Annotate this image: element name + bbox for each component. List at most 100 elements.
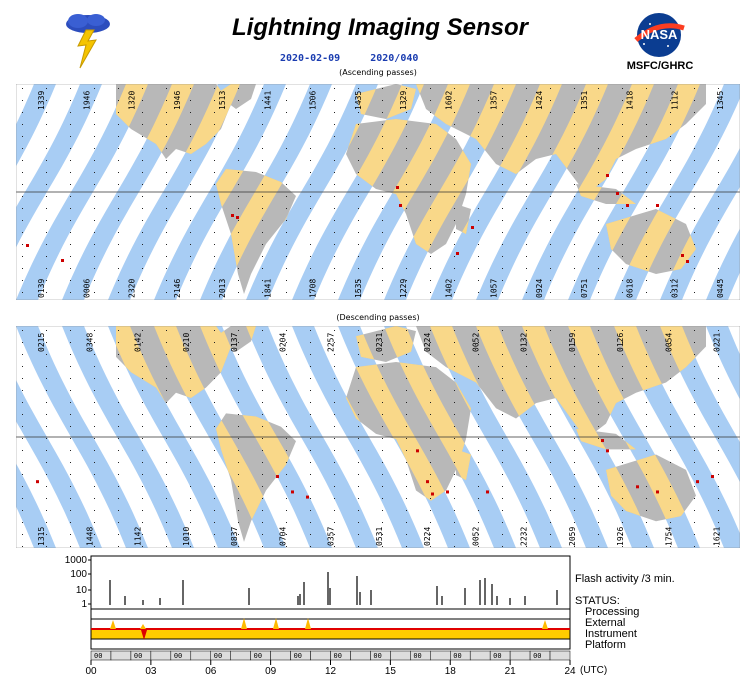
desc-flash-mark [306,495,309,499]
desc-top-time: 0054 [664,333,673,352]
desc-bottom-time: 0531 [375,527,384,546]
hour-label: 24 [564,666,576,677]
asc-top-time: 1351 [580,91,589,110]
asc-bottom-time: 0312 [671,279,680,298]
asc-bottom-time: 0006 [82,279,91,298]
asc-top-time: 1418 [625,91,634,110]
hour-cell [390,650,411,661]
org-label: MSFC/GHRC [626,60,694,72]
asc-bottom-time: 0445 [716,279,725,298]
status-processing-bar [90,608,571,620]
desc-swath [706,326,740,400]
desc-bottom-time: 1448 [85,527,94,546]
desc-bottom-time: 0357 [327,527,336,546]
status-instrument-bar [90,628,571,640]
desc-continent [216,326,256,352]
status-event-mark [141,630,147,640]
hour-cell [230,650,251,661]
hour-label: 18 [445,666,457,677]
desc-top-time: 0224 [423,333,432,352]
desc-flash-mark [426,480,429,484]
hour-label: 09 [265,666,277,677]
hour-cell [549,650,571,661]
desc-top-time: 0052 [471,333,480,352]
status-external-bar [90,618,571,630]
asc-flash-mark [26,244,29,247]
desc-top-time: 2257 [327,333,336,352]
hour-cell-label: 00 [214,652,222,660]
asc-flash-mark [396,186,399,189]
asc-flash-mark [456,252,459,255]
hour-cell [350,650,371,661]
asc-bottom-time: 0139 [37,279,46,298]
desc-top-time: 0210 [182,333,191,352]
ascending-map: 1339 1946 1320 1946 1513 1441 1506 1435 1329 1602… [15,83,741,301]
status-external: External [585,617,626,629]
desc-bottom-time: 0052 [471,527,480,546]
desc-top-time: 0126 [616,333,625,352]
status-event-mark [140,624,146,629]
asc-top-time: 1602 [444,91,453,110]
descending-map: 0215 0348 0142 0210 0137 0204 2257 0231 0224 0052… [15,325,741,549]
utc-label: (UTC) [580,665,608,676]
hour-cell-label: 00 [413,652,421,660]
asc-bottom-time: 0924 [535,279,544,298]
desc-bottom-time: 0837 [230,527,239,546]
hour-cell-label: 00 [533,652,541,660]
hour-label: 00 [85,666,97,677]
asc-top-time: 1329 [399,91,408,110]
asc-bottom-time: 1708 [309,279,318,298]
day-of-year-text: 2020/040 [370,53,419,64]
asc-flash-mark [686,260,689,263]
desc-top-time: 0348 [85,333,94,352]
desc-flash-mark [656,490,659,494]
asc-top-time: 1345 [716,91,725,110]
asc-top-time: 1435 [354,91,363,110]
hour-cell [469,650,491,661]
desc-top-time: 0204 [278,333,287,352]
desc-bottom-time: 0224 [423,527,432,546]
asc-top-time: 1339 [37,91,46,110]
hour-cell [509,650,531,661]
hour-cell-label: 00 [453,652,461,660]
desc-top-time: 0221 [713,333,722,352]
asc-top-time: 1513 [218,91,227,110]
hour-cell-label: 00 [134,652,142,660]
hour-cell-label: 00 [94,652,102,660]
desc-flash-mark [636,485,639,489]
hour-cell [190,650,212,661]
desc-bottom-time: 2059 [568,527,577,546]
desc-bottom-time: 1010 [182,527,191,546]
ascending-caption: (Ascending passes) [339,68,417,77]
asc-flash-mark [681,254,684,257]
desc-flash-mark [696,480,699,484]
asc-flash-mark [399,204,402,207]
flash-activity-label: Flash activity /3 min. [575,573,675,585]
nasa-logo: NASA [630,10,688,60]
status-event-mark [542,620,548,629]
hour-cell [110,650,132,661]
asc-top-time: 1357 [490,91,499,110]
asc-flash-mark [606,174,609,177]
desc-top-time: 0142 [134,333,143,352]
asc-top-time: 1946 [173,91,182,110]
desc-flash-mark [291,490,294,494]
desc-flash-mark [431,492,434,496]
y-tick-label: 1000 [65,555,88,566]
desc-top-time: 0231 [375,333,384,352]
page-title: Lightning Imaging Sensor [232,14,528,41]
asc-bottom-time: 2320 [128,279,137,298]
asc-top-time: 1112 [671,91,680,110]
asc-swath [16,84,56,167]
asc-top-time: 1506 [309,91,318,110]
status-instrument-line [91,628,570,630]
asc-flash-mark [616,192,619,195]
desc-swath [16,463,56,548]
asc-top-time: 1320 [128,91,137,110]
asc-continent [216,169,296,294]
asc-flash-mark [656,204,659,207]
asc-flash-mark [626,204,629,207]
asc-flash-mark [471,226,474,229]
asc-top-time: 1946 [82,91,91,110]
hour-cell-label: 00 [294,652,302,660]
